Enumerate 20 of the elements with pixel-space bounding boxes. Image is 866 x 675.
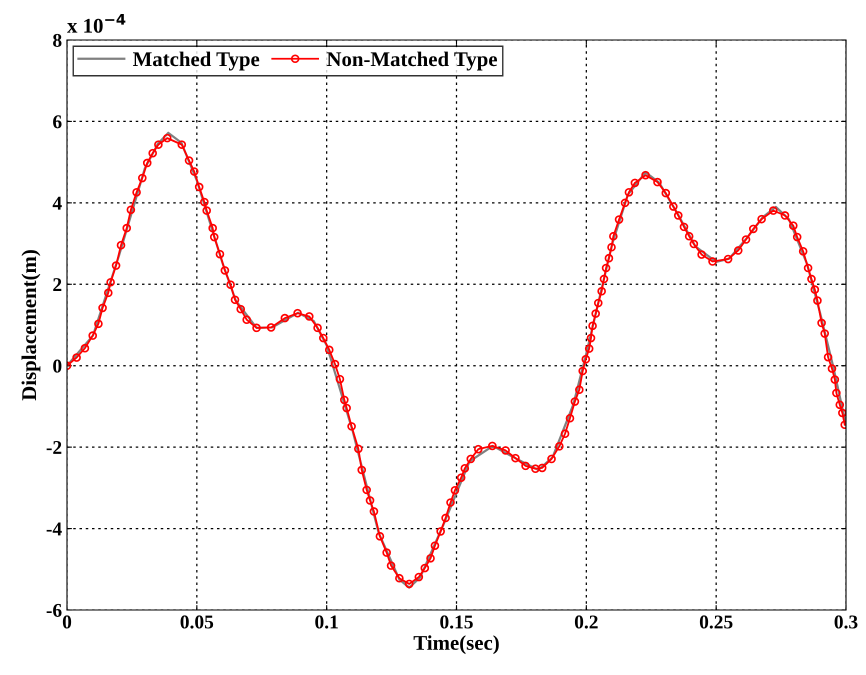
y-tick-label: -6 — [46, 604, 62, 617]
x-tick-label: 0.25 — [700, 615, 732, 629]
y-tick-label: 2 — [53, 278, 62, 292]
y-tick-label: 8 — [53, 34, 62, 47]
x-tick-label: 0.2 — [574, 615, 598, 629]
y-tick-label: 0 — [53, 360, 62, 373]
legend-label: Non-Matched Type — [326, 52, 498, 71]
y-tick-label: 4 — [52, 196, 62, 210]
y-axis-title: Displacement(m) — [21, 250, 40, 400]
x-tick-label: 0.05 — [180, 615, 214, 629]
x-axis-title: Time(sec) — [414, 635, 499, 654]
y-tick-label: 6 — [53, 115, 62, 128]
x-tick-label: 0.1 — [315, 615, 338, 629]
x-tick-label: 0.15 — [440, 615, 473, 629]
y-tick-label: -2 — [46, 441, 62, 454]
y-tick-label: -4 — [46, 522, 62, 536]
x-tick-label: 0.3 — [834, 615, 858, 629]
x-tick-label: 0 — [62, 615, 72, 629]
text: x 10$^{−4}$ — [67, 14, 126, 33]
legend-label: Matched Type — [132, 52, 260, 71]
